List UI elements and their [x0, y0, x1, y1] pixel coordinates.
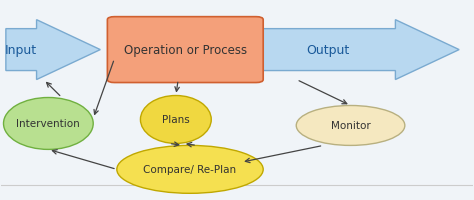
Ellipse shape [296, 106, 405, 146]
Text: Monitor: Monitor [331, 121, 370, 131]
Ellipse shape [3, 98, 93, 150]
Text: Operation or Process: Operation or Process [124, 44, 247, 57]
Text: Intervention: Intervention [17, 119, 80, 129]
Text: Input: Input [5, 44, 37, 57]
Text: Compare/ Re-Plan: Compare/ Re-Plan [144, 165, 237, 174]
FancyBboxPatch shape [108, 18, 263, 83]
Ellipse shape [140, 96, 211, 144]
Ellipse shape [117, 146, 263, 193]
Text: Plans: Plans [162, 115, 190, 125]
Polygon shape [6, 21, 100, 80]
Text: Output: Output [307, 44, 350, 57]
Polygon shape [261, 21, 459, 80]
